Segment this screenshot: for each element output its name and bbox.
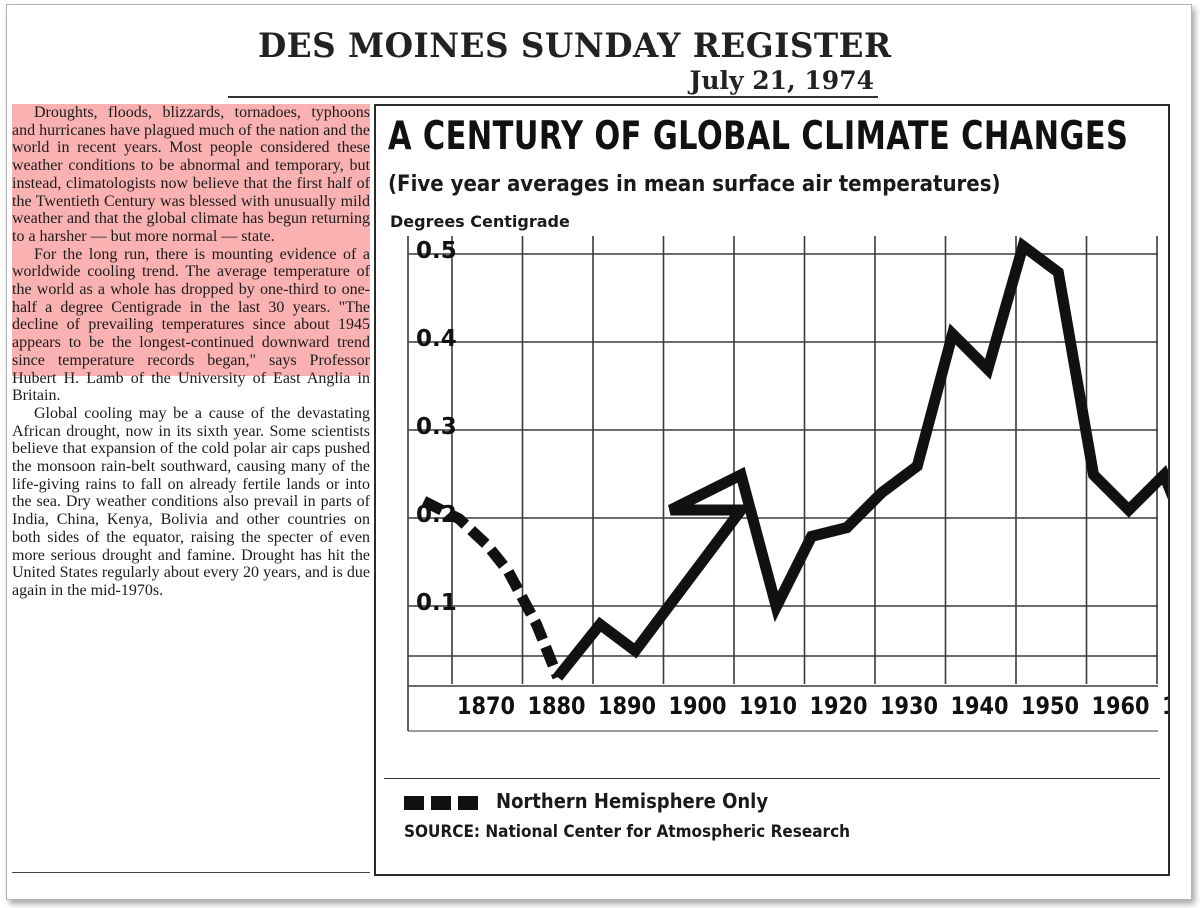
masthead-rule <box>228 96 878 98</box>
legend-label: Northern Hemisphere Only <box>496 789 769 813</box>
article-paragraph-2: For the long run, there is mounting evid… <box>12 245 370 405</box>
x-tick-label: 1950 <box>1021 692 1079 720</box>
x-tick-label: 1930 <box>880 692 938 720</box>
x-tick-label: 1900 <box>669 692 727 720</box>
y-tick-label: 0.3 <box>416 414 457 440</box>
article-paragraph-1: Droughts, floods, blizzards, tornadoes, … <box>12 104 370 245</box>
chart-title: A CENTURY OF GLOBAL CLIMATE CHANGES <box>388 114 1129 159</box>
chart-source: SOURCE: National Center for Atmospheric … <box>404 822 851 842</box>
publication-date: July 21, 1974 <box>689 66 874 95</box>
x-tick-label: 1940 <box>951 692 1009 720</box>
newspaper-name: DES MOINES SUNDAY REGISTER <box>258 26 892 66</box>
y-tick-label: 0.4 <box>416 326 457 352</box>
masthead: DES MOINES SUNDAY REGISTER July 21, 1974 <box>228 18 891 100</box>
x-tick-label: 1870 <box>457 692 515 720</box>
x-tick-label: 1920 <box>810 692 868 720</box>
legend-dash-swatch <box>404 796 478 810</box>
text-highlight <box>12 104 370 376</box>
article-column: Droughts, floods, blizzards, tornadoes, … <box>12 104 370 600</box>
x-tick-label: 1880 <box>528 692 586 720</box>
chart-subtitle: (Five year averages in mean surface air … <box>388 172 1001 197</box>
legend-divider <box>384 778 1160 779</box>
y-axis-label: Degrees Centigrade <box>390 212 570 231</box>
y-tick-label: 0.5 <box>416 238 457 264</box>
series-line-northern-hemisphere <box>421 496 563 680</box>
y-tick-label: 0.1 <box>416 590 457 616</box>
article-paragraph-3: Global cooling may be a cause of the dev… <box>12 404 370 599</box>
article-bottom-rule <box>12 872 370 873</box>
x-tick-label: 1910 <box>739 692 797 720</box>
chart-panel: A CENTURY OF GLOBAL CLIMATE CHANGES (Fiv… <box>374 104 1170 876</box>
series-line-global <box>553 236 1168 681</box>
x-tick-label: 1890 <box>598 692 656 720</box>
x-tick-label: 1960 <box>1092 692 1150 720</box>
x-tick-label: 1970 <box>1162 692 1168 720</box>
